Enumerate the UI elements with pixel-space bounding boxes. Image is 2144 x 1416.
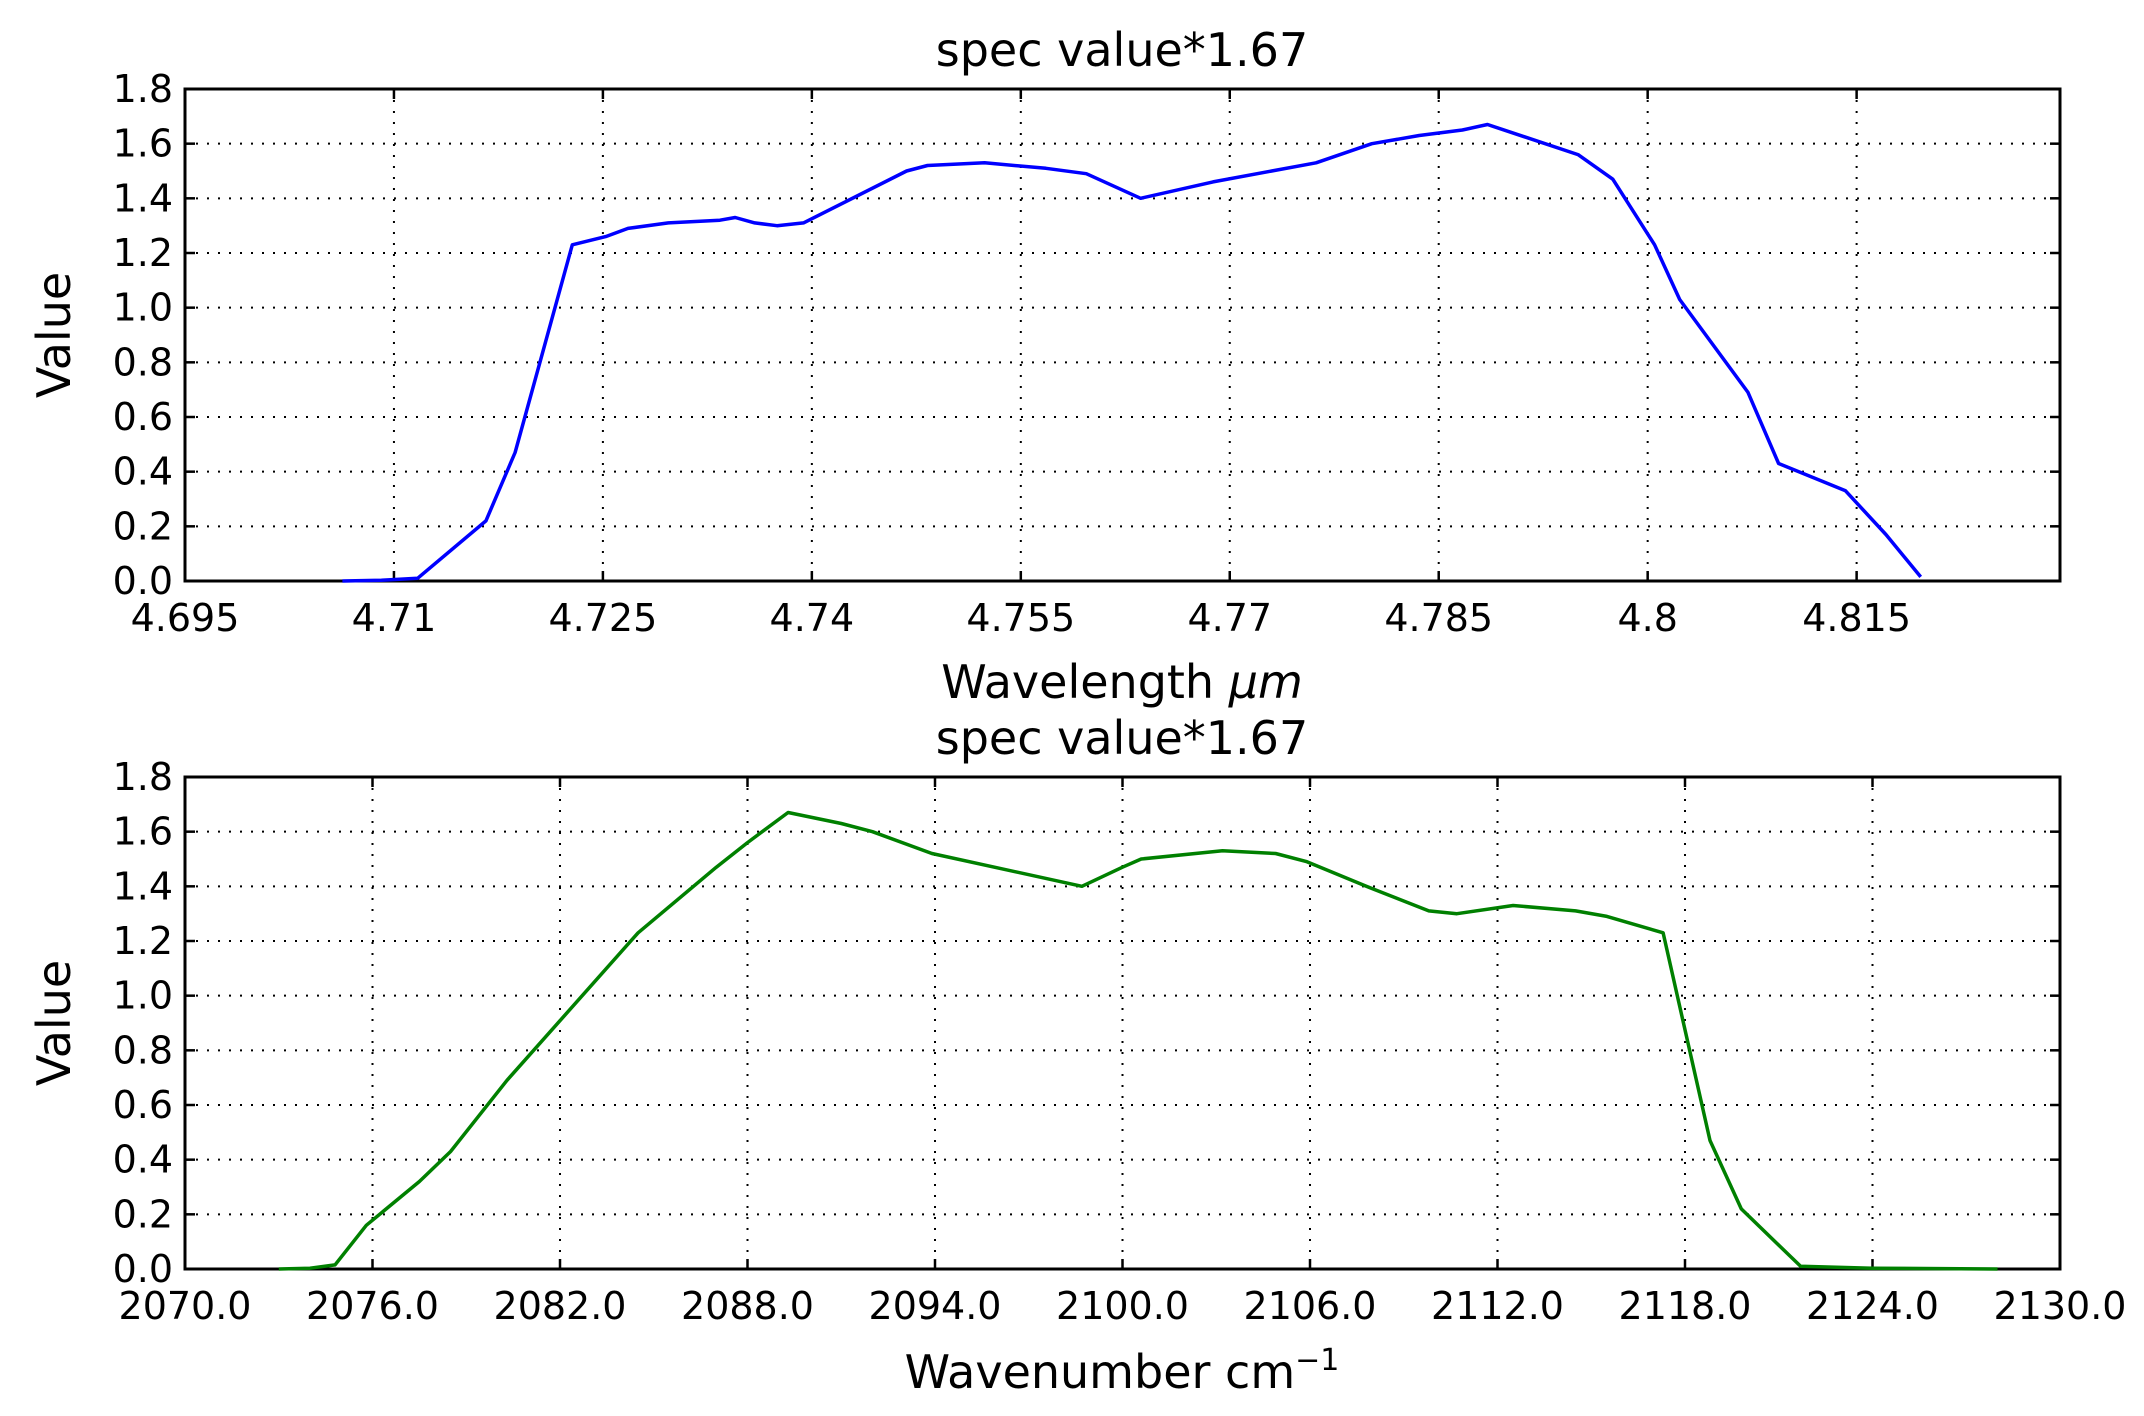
y-tick-label: 1.0 (113, 974, 173, 1018)
x-tick-label: 4.815 (1802, 596, 1911, 640)
wavelength-series-line (342, 122, 1923, 583)
y-tick-label: 1.4 (113, 176, 173, 220)
y-tick-label: 0.4 (113, 450, 173, 494)
x-tick-label: 4.725 (549, 596, 658, 640)
wavenumber-subplot: 2070.0 2076.0 2082.0 2088.0 2094.0 2100.0 2106… (27, 711, 2126, 1399)
y-tick-label: 1.2 (113, 919, 173, 963)
x-tick-label: 2106.0 (1244, 1284, 1377, 1328)
wavelength-grid (184, 88, 2060, 582)
y-tick-label: 0.0 (113, 559, 173, 603)
x-tick-label: 2130.0 (1994, 1284, 2127, 1328)
y-tick-label: 0.2 (113, 1192, 173, 1236)
wavenumber-grid (184, 776, 2061, 1270)
wavenumber-y-axis-label: Value (27, 960, 81, 1086)
y-tick-label: 0.8 (113, 340, 173, 384)
x-tick-label: 2082.0 (494, 1284, 627, 1328)
wavelength-tick-labels: 4.695 4.71 4.725 4.74 4.755 4.77 4.785 4.8 4.815… (113, 67, 1911, 640)
x-tick-label: 2076.0 (306, 1284, 439, 1328)
x-tick-label: 4.695 (131, 596, 240, 640)
wavelength-y-axis-label: Value (27, 272, 81, 398)
x-tick-label: 4.71 (352, 596, 437, 640)
wavelength-axes-frame (183, 87, 2062, 583)
x-tick-label: 2070.0 (119, 1284, 252, 1328)
y-tick-label: 1.6 (113, 810, 173, 854)
wavenumber-chart-title: spec value*1.67 (936, 711, 1308, 765)
y-tick-label: 1.6 (113, 122, 173, 166)
y-tick-label: 1.4 (113, 864, 173, 908)
x-tick-label: 4.8 (1617, 596, 1677, 640)
x-tick-label: 2088.0 (681, 1284, 814, 1328)
y-tick-label: 0.8 (113, 1028, 173, 1072)
x-tick-label: 2118.0 (1619, 1284, 1752, 1328)
x-tick-label: 4.785 (1384, 596, 1493, 640)
x-tick-label: 2112.0 (1431, 1284, 1564, 1328)
y-tick-label: 0.0 (113, 1247, 173, 1291)
y-tick-label: 1.8 (113, 67, 173, 111)
x-tick-label: 2100.0 (1056, 1284, 1189, 1328)
x-tick-label: 4.74 (770, 596, 855, 640)
wavenumber-x-axis-label: Wavenumber cm−1 (905, 1343, 1340, 1399)
y-tick-label: 0.4 (113, 1138, 173, 1182)
wavenumber-ticks (183, 775, 2062, 1271)
wavelength-ticks (183, 87, 2060, 583)
y-tick-label: 1.0 (113, 286, 173, 330)
wavelength-subplot: 4.695 4.71 4.725 4.74 4.755 4.77 4.785 4.8 4.815… (27, 23, 2062, 709)
y-tick-label: 0.6 (113, 395, 173, 439)
y-tick-label: 1.2 (113, 231, 173, 275)
wavelength-x-axis-label: Wavelength μm (941, 655, 1303, 709)
wavelength-chart-title: spec value*1.67 (936, 23, 1308, 77)
x-tick-label: 2094.0 (869, 1284, 1002, 1328)
wavenumber-series-line (278, 810, 1998, 1271)
y-tick-label: 1.8 (113, 755, 173, 799)
x-tick-label: 2124.0 (1806, 1284, 1939, 1328)
y-tick-label: 0.2 (113, 504, 173, 548)
y-tick-label: 0.6 (113, 1083, 173, 1127)
x-tick-label: 4.755 (966, 596, 1075, 640)
x-tick-label: 4.77 (1187, 596, 1272, 640)
wavenumber-tick-labels: 2070.0 2076.0 2082.0 2088.0 2094.0 2100.0 2106… (113, 755, 2127, 1328)
